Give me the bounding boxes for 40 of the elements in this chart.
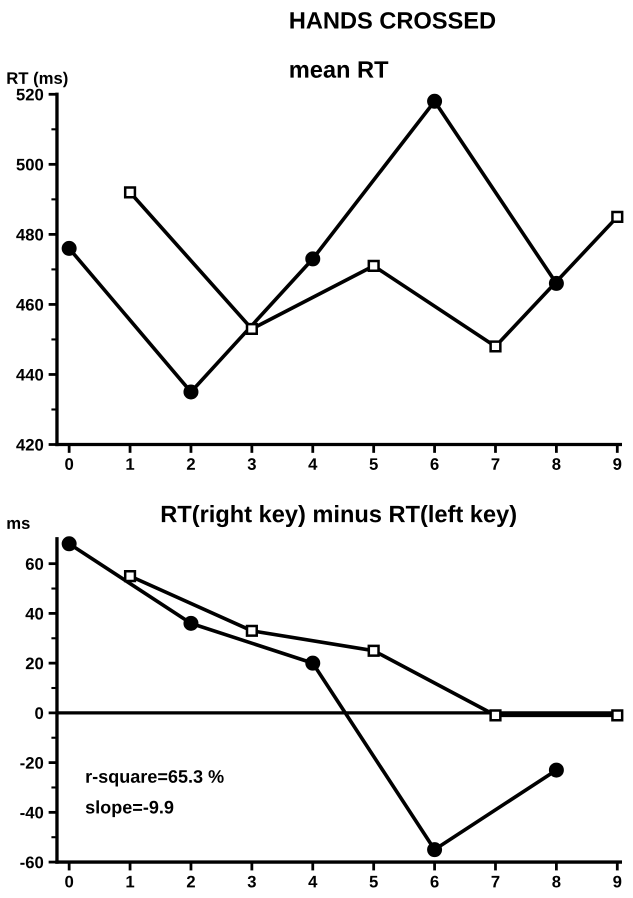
- y-tick-label: 460: [16, 298, 44, 311]
- annotation: slope=-9.9: [86, 800, 174, 818]
- x-tick-label: 2: [186, 876, 195, 888]
- x-tick-label: 0: [65, 876, 74, 888]
- y-tick-label: -20: [20, 757, 44, 769]
- y-tick-label: 420: [16, 438, 44, 451]
- chart-title: RT(right key) minus RT(left key): [162, 505, 516, 528]
- x-tick-label: 7: [492, 876, 500, 888]
- y-tick-label: 480: [16, 228, 44, 241]
- y-tick-label: 20: [26, 658, 44, 670]
- x-tick-label: 2: [186, 458, 195, 470]
- x-tick-label: 6: [430, 458, 439, 470]
- x-tick-label: 4: [308, 876, 318, 888]
- x-tick-label: 9: [613, 876, 622, 888]
- y-tick-label: -60: [20, 856, 44, 868]
- y-tick-label: 40: [25, 608, 44, 620]
- x-tick-label: 7: [492, 458, 500, 470]
- y-tick-label: 500: [16, 158, 44, 171]
- x-tick-label: 8: [552, 876, 561, 888]
- x-tick-label: 3: [248, 458, 256, 470]
- y-tick-label: 440: [16, 368, 44, 381]
- x-tick-label: 1: [126, 876, 134, 888]
- x-tick-label: 9: [613, 458, 622, 470]
- x-tick-label: 8: [552, 458, 561, 470]
- x-tick-label: 3: [248, 876, 256, 888]
- x-tick-label: 6: [430, 876, 439, 888]
- x-tick-label: 4: [308, 458, 318, 470]
- x-tick-label: 0: [65, 458, 74, 470]
- y-tick-label: 60: [26, 558, 44, 570]
- x-tick-label: 5: [370, 876, 378, 888]
- y-tick-label: 520: [16, 88, 44, 100]
- chart-title: mean RT: [290, 61, 388, 78]
- text: HANDS CROSSED: [290, 12, 496, 29]
- y-axis-title: RT (ms): [7, 72, 68, 88]
- y-axis-title: ms: [7, 520, 30, 530]
- x-tick-label: 1: [126, 458, 134, 470]
- y-tick-label: 0: [35, 707, 44, 720]
- x-tick-label: 5: [370, 458, 378, 470]
- annotation: r-square=65.3 %: [86, 770, 224, 786]
- y-tick-label: -40: [20, 806, 44, 819]
